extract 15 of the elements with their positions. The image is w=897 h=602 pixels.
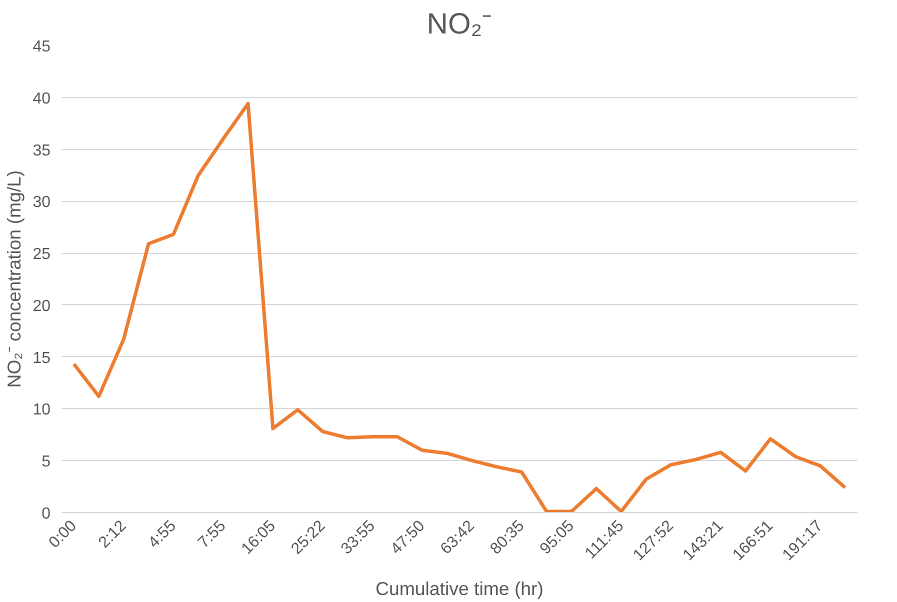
y-tick-label: 30 bbox=[32, 194, 51, 212]
x-axis-title: Cumulative time (hr) bbox=[376, 578, 544, 600]
line-series bbox=[72, 102, 847, 512]
y-tick-label: 35 bbox=[32, 142, 51, 160]
chart-title: NO₂⁻ bbox=[426, 8, 492, 40]
y-axis-title: NO₂⁻ concentration (mg/L) bbox=[4, 170, 25, 388]
y-tick-label: 20 bbox=[32, 298, 51, 315]
y-tick-label: 15 bbox=[32, 350, 51, 367]
y-tick-label: 5 bbox=[42, 454, 51, 471]
y-tick-label: 25 bbox=[32, 246, 51, 264]
y-tick-label: 45 bbox=[32, 38, 51, 56]
x-tick-label: 4:55 bbox=[145, 517, 180, 552]
x-tick-label: 7:55 bbox=[195, 517, 230, 552]
y-tick-label: 40 bbox=[32, 90, 51, 108]
y-tick-label: 10 bbox=[32, 402, 51, 419]
